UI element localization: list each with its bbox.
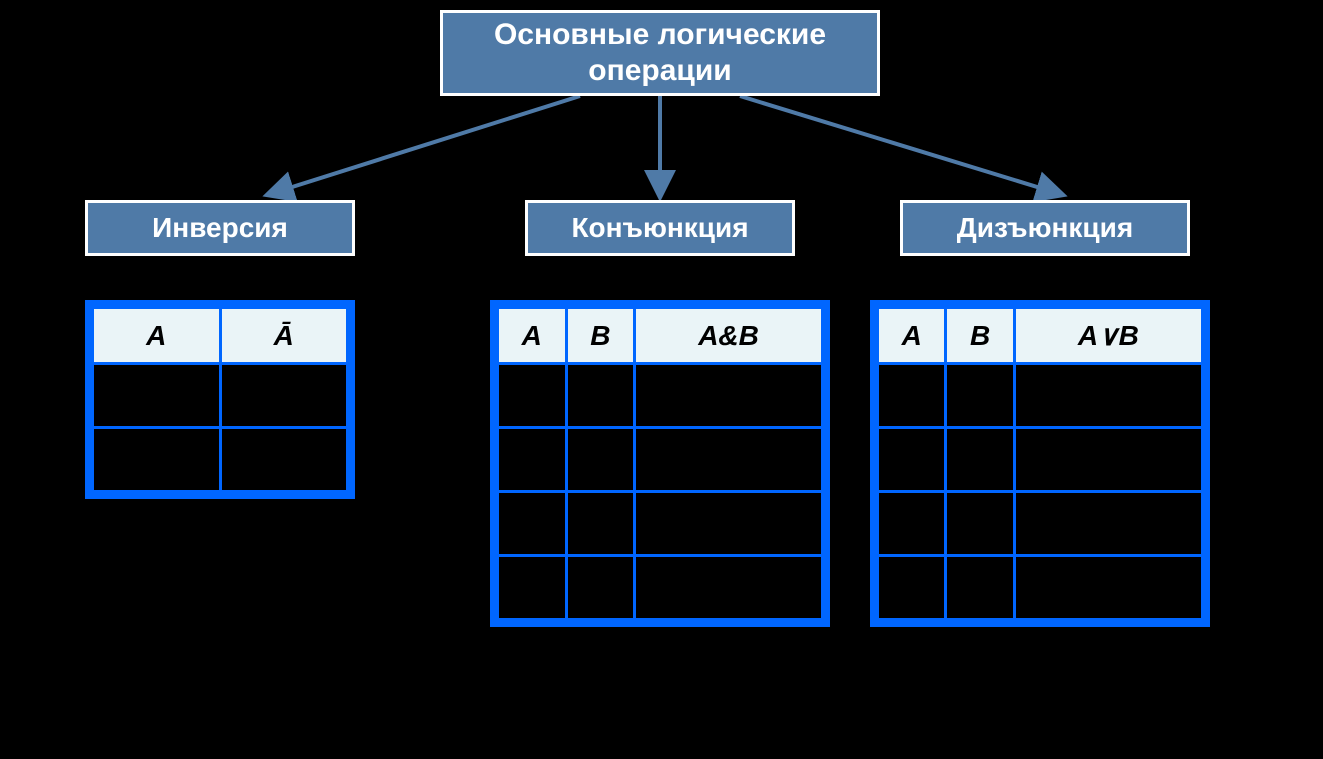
cell: [1014, 364, 1202, 428]
cell: [566, 428, 635, 492]
subtitle-inversion-text: Инверсия: [152, 212, 288, 244]
cell: [946, 556, 1014, 620]
cell: [635, 364, 823, 428]
table-row: [878, 364, 1203, 428]
table-row: [878, 492, 1203, 556]
arrow-3: [740, 96, 1060, 194]
cell: [946, 364, 1014, 428]
inversion-truth-table: А Ā: [91, 306, 349, 493]
cell: [878, 364, 946, 428]
cell: [878, 556, 946, 620]
cell: [1014, 556, 1202, 620]
main-title-text: Основные логические операции: [459, 17, 861, 89]
cell: [878, 492, 946, 556]
cell: [93, 364, 221, 428]
table-row: [498, 556, 823, 620]
subtitle-disjunction-text: Дизъюнкция: [957, 212, 1133, 244]
cell: [635, 492, 823, 556]
main-title-box: Основные логические операции: [440, 10, 880, 96]
cell: [566, 492, 635, 556]
cell: [566, 556, 635, 620]
cell: [635, 428, 823, 492]
th-inv-abar: Ā: [220, 308, 348, 364]
cell: [498, 492, 567, 556]
subtitle-conjunction: Конъюнкция: [525, 200, 795, 256]
cell: [1014, 492, 1202, 556]
cell: [566, 364, 635, 428]
subtitle-conjunction-text: Конъюнкция: [571, 212, 748, 244]
cell: [498, 364, 567, 428]
table-row: [878, 556, 1203, 620]
table-disjunction: А В А∨В: [870, 300, 1210, 627]
table-conjunction: А В А&В: [490, 300, 830, 627]
cell: [946, 492, 1014, 556]
th-disj-a: А: [878, 308, 946, 364]
table-row: [498, 492, 823, 556]
th-conj-ab: А&В: [635, 308, 823, 364]
disjunction-truth-table: А В А∨В: [876, 306, 1204, 621]
th-inv-a: А: [93, 308, 221, 364]
arrow-1: [270, 96, 580, 194]
cell: [635, 556, 823, 620]
table-row: [93, 428, 348, 492]
th-disj-b: В: [946, 308, 1014, 364]
table-row: [93, 364, 348, 428]
subtitle-disjunction: Дизъюнкция: [900, 200, 1190, 256]
cell: [946, 428, 1014, 492]
table-row: [498, 428, 823, 492]
cell: [93, 428, 221, 492]
table-row: [498, 364, 823, 428]
cell: [498, 428, 567, 492]
cell: [220, 364, 348, 428]
th-conj-a: А: [498, 308, 567, 364]
conjunction-truth-table: А В А&В: [496, 306, 824, 621]
cell: [878, 428, 946, 492]
subtitle-inversion: Инверсия: [85, 200, 355, 256]
table-row: [878, 428, 1203, 492]
cell: [1014, 428, 1202, 492]
arrows-svg: [0, 96, 1323, 216]
th-conj-b: В: [566, 308, 635, 364]
cell: [498, 556, 567, 620]
th-disj-ab: А∨В: [1014, 308, 1202, 364]
table-inversion: А Ā: [85, 300, 355, 499]
cell: [220, 428, 348, 492]
